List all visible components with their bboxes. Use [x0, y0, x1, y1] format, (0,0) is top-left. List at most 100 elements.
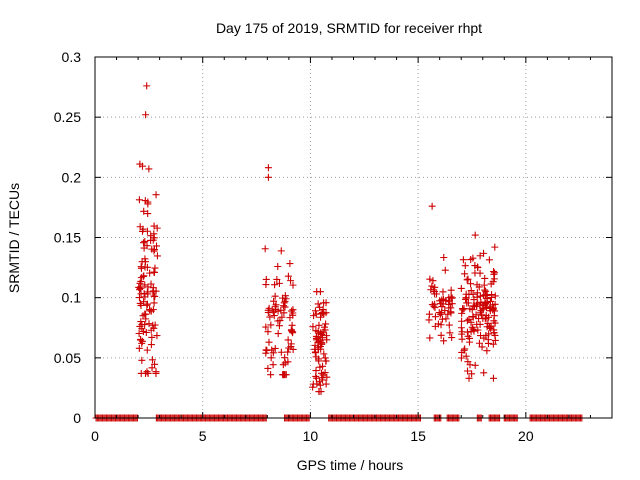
data-point: [280, 309, 288, 317]
data-point: [468, 323, 476, 331]
data-point: [481, 274, 489, 282]
data-point: [289, 329, 297, 337]
data-point: [141, 258, 149, 266]
data-point: [314, 300, 322, 308]
data-point: [147, 236, 155, 244]
grid-lines: [95, 57, 612, 418]
data-point: [311, 348, 319, 356]
data-point: [277, 348, 285, 356]
data-point: [148, 333, 156, 341]
data-point: [444, 310, 452, 318]
data-point: [445, 321, 453, 329]
data-point: [447, 286, 455, 294]
x-tick-label: 15: [410, 428, 426, 444]
data-point: [315, 378, 323, 386]
data-point: [265, 338, 273, 346]
data-point: [428, 282, 436, 290]
data-point: [140, 272, 148, 280]
data-point: [138, 339, 146, 347]
data-point: [438, 303, 446, 311]
data-point: [137, 290, 145, 298]
data-point: [458, 348, 466, 356]
data-point: [463, 276, 471, 284]
data-point: [468, 370, 476, 378]
data-point: [436, 300, 444, 308]
data-point: [486, 307, 494, 315]
data-point: [289, 281, 297, 289]
data-point: [466, 305, 474, 313]
data-point: [269, 361, 277, 369]
data-point: [317, 313, 325, 321]
data-point: [476, 309, 484, 317]
data-point: [491, 319, 499, 327]
data-point: [489, 305, 497, 313]
data-point: [491, 243, 499, 251]
data-point: [483, 347, 491, 355]
data-point: [426, 275, 434, 283]
data-point: [480, 369, 488, 377]
data-point: [267, 354, 275, 362]
y-tick-label: 0.1: [62, 290, 82, 306]
data-point: [485, 256, 493, 264]
data-point: [319, 305, 327, 313]
data-point: [470, 327, 478, 335]
data-point: [145, 320, 153, 328]
axis-ticks: 0 5 10 15 20 0 0.05 0.1 0.15 0.2 0.25 0.3: [54, 49, 612, 444]
data-point: [135, 294, 143, 302]
data-point: [135, 283, 143, 291]
data-point: [271, 292, 279, 300]
data-point: [488, 291, 496, 299]
data-point: [147, 341, 155, 349]
data-point: [284, 348, 292, 356]
data-point: [458, 330, 466, 338]
data-point: [482, 291, 490, 299]
data-point: [439, 288, 447, 296]
data-point: [288, 321, 296, 329]
data-point: [474, 263, 482, 271]
chart-title: Day 175 of 2019, SRMTID for receiver rhp…: [216, 20, 482, 36]
data-point: [467, 287, 475, 295]
data-point: [322, 299, 330, 307]
data-point: [275, 279, 283, 287]
data-point: [321, 369, 329, 377]
data-point: [141, 237, 149, 245]
data-point: [262, 281, 270, 289]
data-point: [469, 290, 477, 298]
data-point: [448, 334, 456, 342]
data-point: [267, 321, 275, 329]
data-point: [264, 364, 272, 372]
data-point: [475, 339, 483, 347]
data-point: [279, 371, 287, 379]
data-point: [141, 197, 149, 205]
data-point: [312, 374, 320, 382]
data-point: [428, 202, 436, 210]
data-point: [461, 262, 469, 270]
data-point: [153, 252, 161, 260]
data-point: [264, 164, 272, 172]
data-point: [489, 340, 497, 348]
data-point: [461, 345, 469, 353]
data-point: [267, 371, 275, 379]
data-point: [491, 269, 499, 277]
data-point: [426, 334, 434, 342]
data-point: [135, 344, 143, 352]
data-point: [274, 262, 282, 270]
data-point: [143, 288, 151, 296]
data-point: [153, 242, 161, 250]
data-point: [271, 281, 279, 289]
data-point: [478, 343, 486, 351]
data-point: [458, 309, 466, 317]
data-point: [316, 381, 324, 389]
data-point: [137, 335, 145, 343]
data-point: [140, 207, 148, 215]
y-axis-label: SRMTID / TECUs: [6, 183, 22, 293]
data-point: [323, 336, 331, 344]
data-point: [317, 388, 325, 396]
data-point: [261, 245, 269, 253]
data-point: [271, 344, 279, 352]
data-point: [287, 340, 295, 348]
data-point: [318, 369, 326, 377]
data-point: [459, 306, 467, 314]
data-point: [446, 329, 454, 337]
data-point: [266, 313, 274, 321]
